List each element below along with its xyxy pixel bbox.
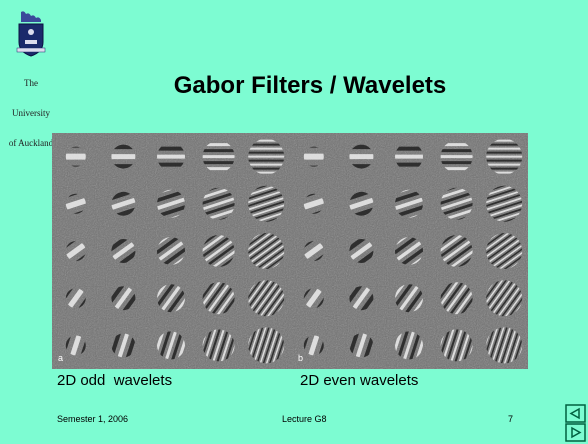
panel-label: b — [298, 353, 303, 363]
next-button[interactable] — [566, 424, 585, 441]
logo-line: The — [2, 78, 60, 88]
footer-left: Semester 1, 2006 — [57, 414, 128, 424]
nav-buttons — [565, 404, 586, 442]
logo-line: University — [2, 108, 60, 118]
page-number: 7 — [508, 414, 513, 424]
prev-button[interactable] — [566, 405, 585, 422]
slide: The University of Auckland Gabor Filters… — [0, 0, 588, 444]
caption: 2D odd wavelets — [57, 372, 172, 389]
gabor-figure: a b — [52, 133, 528, 369]
slide-title: Gabor Filters / Wavelets — [120, 72, 500, 100]
panel-label: a — [58, 353, 63, 363]
footer-center: Lecture G8 — [282, 414, 327, 424]
logo-crest — [16, 10, 46, 58]
caption: 2D even wavelets — [300, 372, 418, 389]
